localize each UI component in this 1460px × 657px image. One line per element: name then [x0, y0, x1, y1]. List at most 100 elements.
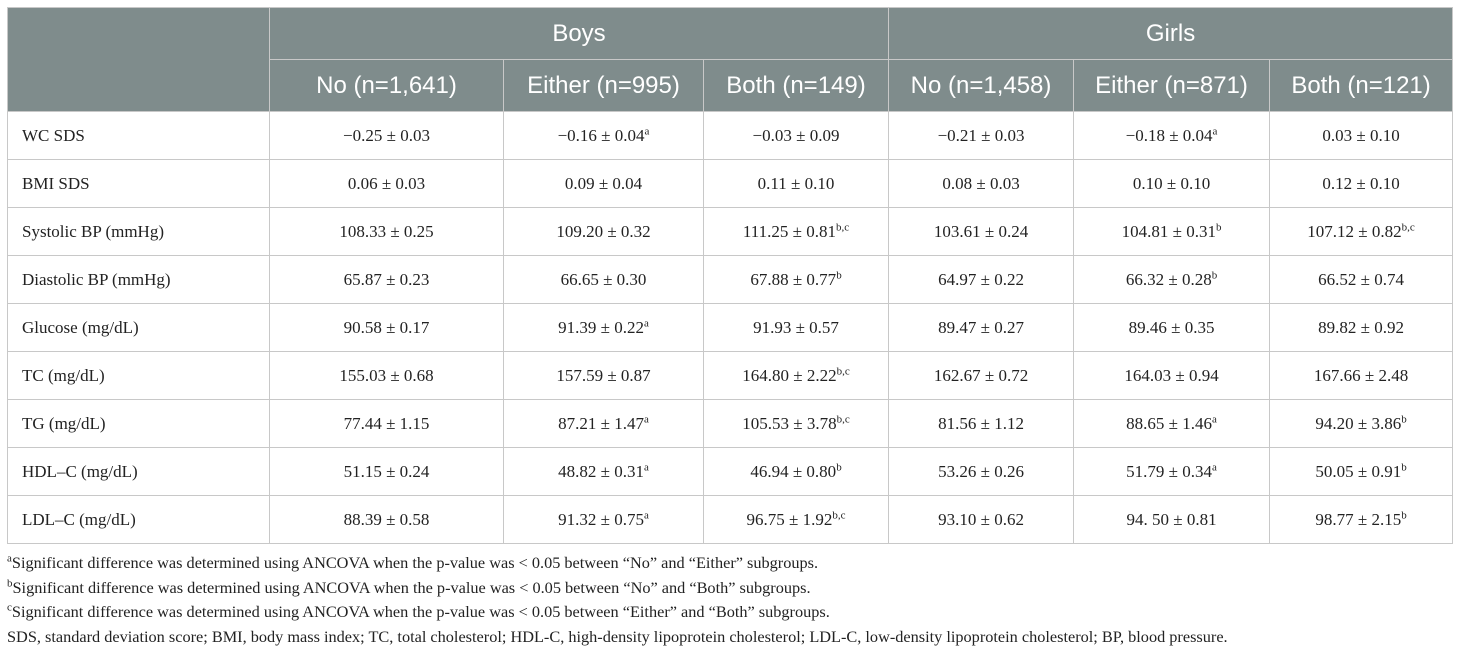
table-cell: 105.53 ± 3.78b,c — [702, 399, 890, 448]
cell-value: 0.08 ± 0.03 — [942, 173, 1020, 193]
significance-mark: b — [1401, 460, 1407, 473]
row-label: BMI SDS — [7, 159, 270, 208]
significance-mark: b,c — [836, 412, 850, 425]
table-cell: 162.67 ± 0.72 — [888, 351, 1075, 400]
corner-cell — [7, 7, 270, 112]
table-cell: 66.65 ± 0.30 — [503, 255, 704, 304]
table-cell: 155.03 ± 0.68 — [269, 351, 504, 400]
cell-value: 111.25 ± 0.81 — [742, 221, 836, 241]
cell-value: 164.03 ± 0.94 — [1124, 365, 1219, 385]
cell-value: 108.33 ± 0.25 — [339, 221, 434, 241]
table-cell: 157.59 ± 0.87 — [503, 351, 704, 400]
cell-value: 103.61 ± 0.24 — [933, 221, 1029, 241]
table-cell: 89.82 ± 0.92 — [1269, 303, 1454, 352]
cell-value: 98.77 ± 2.15 — [1315, 509, 1402, 529]
cell-value: 89.47 ± 0.27 — [938, 317, 1024, 337]
table-cell: 77.44 ± 1.15 — [269, 399, 504, 448]
table-cell: 0.08 ± 0.03 — [888, 159, 1075, 208]
table-cell: 90.58 ± 0.17 — [269, 303, 504, 352]
cell-value: −0.16 ± 0.04 — [557, 125, 645, 145]
table-cell: −0.25 ± 0.03 — [269, 111, 504, 160]
table-cell: 0.03 ± 0.10 — [1269, 111, 1454, 160]
table-cell: 167.66 ± 2.48 — [1269, 351, 1454, 400]
column-header: No (n=1,458) — [888, 59, 1075, 112]
table-cell: 91.32 ± 0.75a — [503, 495, 704, 544]
table-cell: 67.88 ± 0.77b — [702, 255, 890, 304]
footnote-text: Significant difference was determined us… — [11, 553, 819, 572]
table-cell: −0.16 ± 0.04a — [503, 111, 704, 160]
group-header-girls: Girls — [888, 7, 1454, 60]
cell-value: 88.65 ± 1.46 — [1126, 413, 1212, 433]
table-cell: 103.61 ± 0.24 — [888, 207, 1075, 256]
row-label: Diastolic BP (mmHg) — [7, 255, 270, 304]
table-cell: 91.93 ± 0.57 — [702, 303, 890, 352]
row-label: TC (mg/dL) — [7, 351, 270, 400]
significance-mark: a — [643, 460, 649, 473]
significance-mark: a — [643, 316, 649, 329]
cell-value: 104.81 ± 0.31 — [1121, 221, 1216, 241]
table-row: LDL–C (mg/dL) 88.39 ± 0.58 91.32 ± 0.75a 96… — [7, 495, 1454, 544]
cell-value: −0.03 ± 0.09 — [752, 125, 840, 145]
significance-mark: b,c — [836, 364, 850, 377]
table-cell: 0.06 ± 0.03 — [269, 159, 504, 208]
cell-value: 53.26 ± 0.26 — [938, 461, 1024, 481]
footnote-mark: a — [7, 552, 12, 565]
column-header: Either (n=871) — [1073, 59, 1271, 112]
table-cell: 87.21 ± 1.47a — [503, 399, 704, 448]
cell-value: 89.82 ± 0.92 — [1318, 317, 1404, 337]
table-row: Glucose (mg/dL) 90.58 ± 0.17 91.39 ± 0.22a… — [7, 303, 1454, 352]
cell-value: 94.20 ± 3.86 — [1315, 413, 1402, 433]
table-cell: 98.77 ± 2.15b — [1269, 495, 1454, 544]
cell-value: −0.18 ± 0.04 — [1125, 125, 1213, 145]
table-cell: 164.80 ± 2.22b,c — [702, 351, 890, 400]
footnote: aSignificant difference was determined u… — [7, 551, 1452, 576]
table-cell: 51.79 ± 0.34a — [1073, 447, 1271, 496]
significance-mark: b,c — [835, 220, 850, 233]
table-cell: 94.20 ± 3.86b — [1269, 399, 1454, 448]
cell-value: 48.82 ± 0.31 — [558, 461, 644, 481]
cell-value: 91.39 ± 0.22 — [558, 317, 644, 337]
table-row: Diastolic BP (mmHg) 65.87 ± 0.23 66.65 ± 0… — [7, 255, 1454, 304]
table-body: WC SDS −0.25 ± 0.03 −0.16 ± 0.04a −0.03 ± 0… — [7, 111, 1454, 544]
significance-mark: a — [644, 124, 650, 137]
table-cell: 0.11 ± 0.10 — [702, 159, 890, 208]
table-cell: 81.56 ± 1.12 — [888, 399, 1075, 448]
cell-value: 89.46 ± 0.35 — [1128, 317, 1215, 337]
table-cell: 65.87 ± 0.23 — [269, 255, 504, 304]
significance-mark: b — [836, 460, 842, 473]
cell-value: 164.80 ± 2.22 — [742, 365, 837, 385]
table-cell: 53.26 ± 0.26 — [888, 447, 1075, 496]
cell-value: 0.11 ± 0.10 — [757, 173, 835, 193]
cell-value: 65.87 ± 0.23 — [343, 269, 430, 289]
cell-value: 0.12 ± 0.10 — [1322, 173, 1400, 193]
table-cell: 89.46 ± 0.35 — [1073, 303, 1271, 352]
cell-value: 67.88 ± 0.77 — [750, 269, 837, 289]
row-label: LDL–C (mg/dL) — [7, 495, 270, 544]
table-cell: 91.39 ± 0.22a — [503, 303, 704, 352]
cell-value: 81.56 ± 1.12 — [938, 413, 1024, 433]
table-cell: 0.09 ± 0.04 — [503, 159, 704, 208]
significance-mark: b — [1211, 268, 1218, 281]
row-label: Glucose (mg/dL) — [7, 303, 270, 352]
cell-value: 90.58 ± 0.17 — [343, 317, 430, 337]
footnote-mark: b — [7, 577, 13, 590]
significance-mark: a — [643, 412, 649, 425]
table-cell: 111.25 ± 0.81b,c — [702, 207, 890, 256]
table-cell: −0.18 ± 0.04a — [1073, 111, 1271, 160]
cell-value: 93.10 ± 0.62 — [938, 509, 1024, 529]
footnote-mark: c — [7, 601, 12, 614]
cell-value: 0.10 ± 0.10 — [1132, 173, 1211, 193]
cell-value: 66.32 ± 0.28 — [1125, 269, 1212, 289]
group-header-row: Boys Girls — [7, 7, 1454, 112]
table-cell: 107.12 ± 0.82b,c — [1269, 207, 1454, 256]
cell-value: 109.20 ± 0.32 — [556, 221, 651, 241]
cell-value: 46.94 ± 0.80 — [750, 461, 837, 481]
cell-value: 66.52 ± 0.74 — [1318, 269, 1404, 289]
cell-value: 155.03 ± 0.68 — [339, 365, 434, 385]
cell-value: 167.66 ± 2.48 — [1313, 365, 1409, 385]
table-cell: 66.52 ± 0.74 — [1269, 255, 1454, 304]
cell-value: 91.93 ± 0.57 — [753, 317, 839, 337]
cell-value: 162.67 ± 0.72 — [933, 365, 1029, 385]
footnote-text: Significant difference was determined us… — [12, 577, 811, 597]
table-cell: 51.15 ± 0.24 — [269, 447, 504, 496]
